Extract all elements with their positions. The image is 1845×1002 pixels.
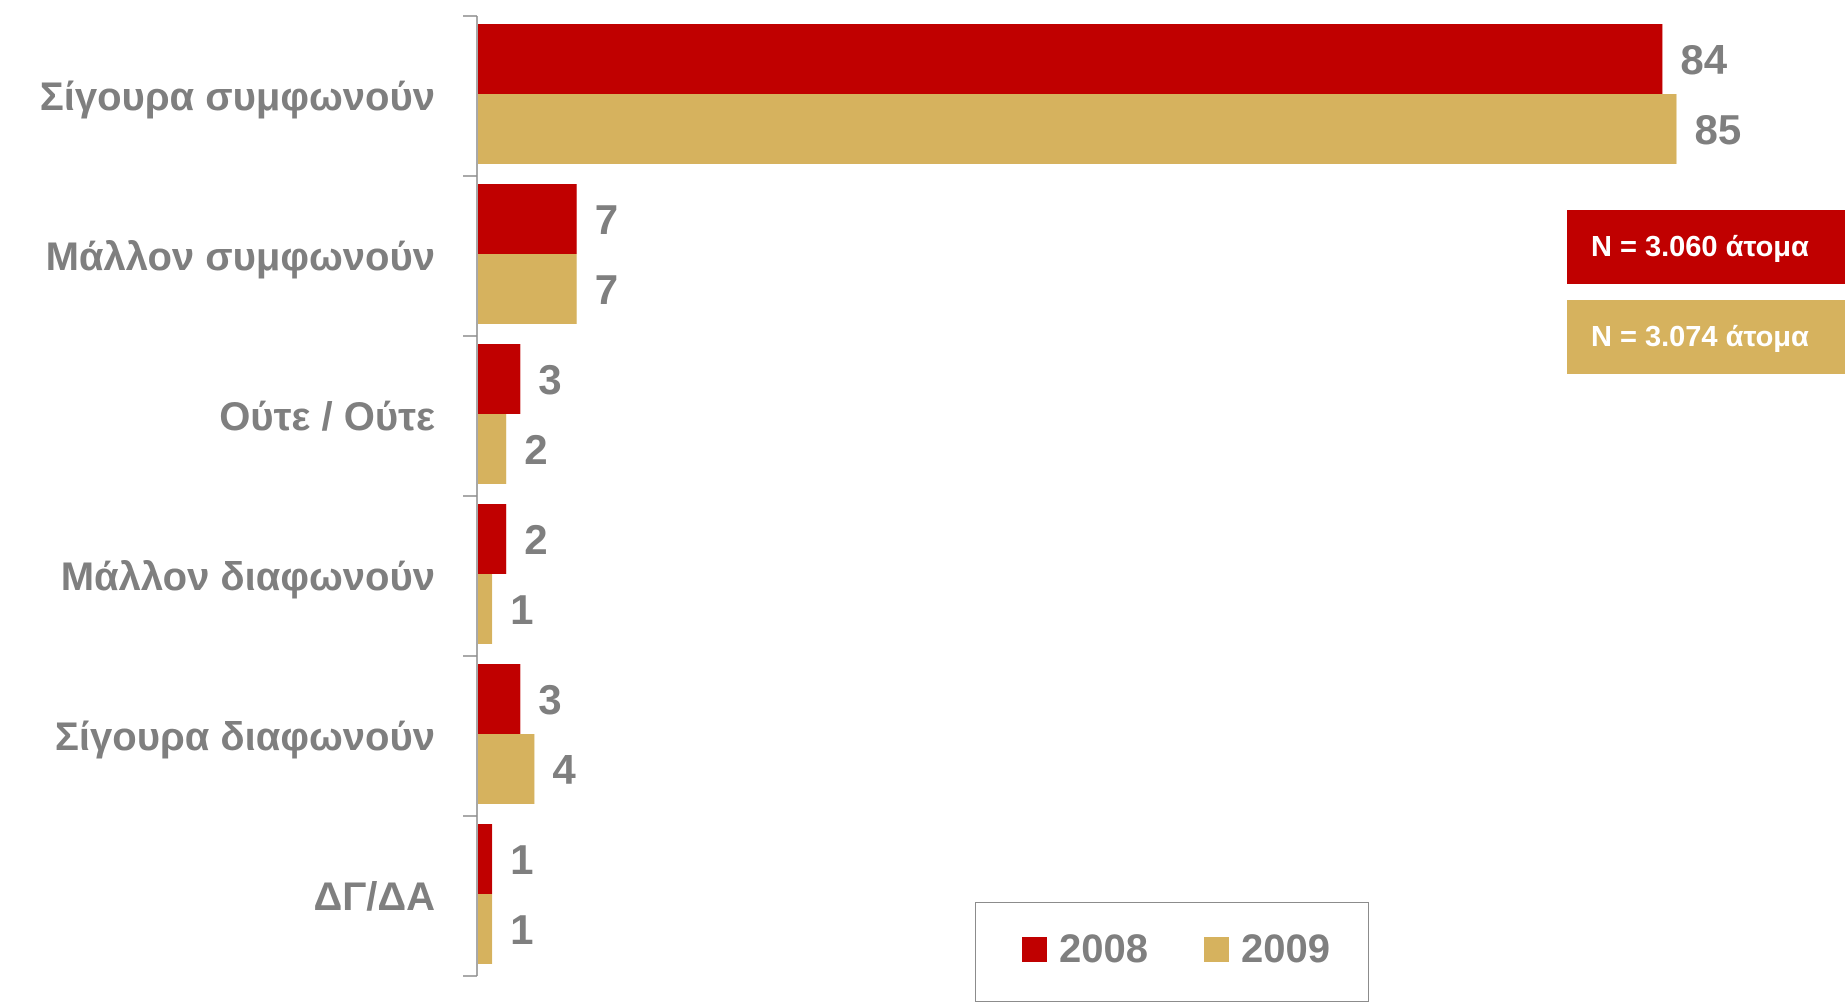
legend-label-2009: 2009 <box>1241 926 1330 971</box>
data-label-2009-6: 1 <box>510 906 533 953</box>
bar-2009-4 <box>478 574 493 644</box>
bar-2009-6 <box>478 894 493 964</box>
data-label-2008-6: 1 <box>510 836 533 883</box>
bar-2009-2 <box>478 254 577 324</box>
legend-item-2009: 2009 <box>1204 926 1330 971</box>
category-label-6: ΔΓ/ΔΑ <box>313 875 435 919</box>
category-label-3: Ούτε / Ούτε <box>219 395 435 439</box>
data-label-2009-5: 4 <box>552 746 576 793</box>
legend-swatch-2008 <box>1022 936 1047 962</box>
bar-2008-2 <box>478 184 577 254</box>
data-label-2009-2: 7 <box>595 266 618 313</box>
chart-legend: 2008 2009 <box>975 902 1369 1002</box>
bar-2008-3 <box>478 344 521 414</box>
bar-2008-6 <box>478 824 493 894</box>
category-label-4: Μάλλον διαφωνούν <box>61 555 435 599</box>
data-label-2008-5: 3 <box>538 676 561 723</box>
category-label-5: Σίγουρα διαφωνούν <box>55 715 435 759</box>
data-label-2009-1: 85 <box>1695 106 1742 153</box>
data-label-2008-2: 7 <box>595 196 618 243</box>
bar-2008-1 <box>478 24 1663 94</box>
legend-swatch-2009 <box>1204 936 1229 962</box>
bar-2008-5 <box>478 664 521 734</box>
data-label-2009-3: 2 <box>524 426 547 473</box>
bar-2008-4 <box>478 504 507 574</box>
data-label-2008-3: 3 <box>538 356 561 403</box>
category-label-2: Μάλλον συμφωνούν <box>46 235 435 279</box>
sample-size-2009-badge: N = 3.074 άτομα <box>1567 300 1845 374</box>
data-label-2009-4: 1 <box>510 586 533 633</box>
legend-item-2008: 2008 <box>1022 926 1148 971</box>
data-label-2008-4: 2 <box>524 516 547 563</box>
data-label-2008-1: 84 <box>1680 36 1727 83</box>
legend-label-2008: 2008 <box>1059 926 1148 971</box>
bar-2009-1 <box>478 94 1677 164</box>
sample-size-2008-badge: N = 3.060 άτομα <box>1567 210 1845 284</box>
category-label-1: Σίγουρα συμφωνούν <box>40 75 435 119</box>
bar-2009-3 <box>478 414 507 484</box>
bar-2009-5 <box>478 734 535 804</box>
